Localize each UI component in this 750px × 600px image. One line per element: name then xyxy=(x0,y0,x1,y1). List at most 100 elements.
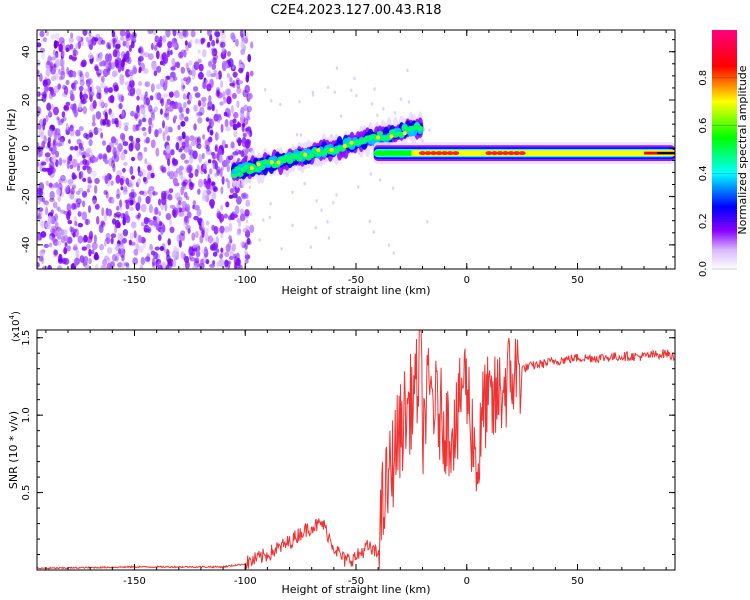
heatmap-noise-cell xyxy=(228,222,233,232)
heatmap-noise-cell xyxy=(138,119,142,127)
heatmap-noise-cell xyxy=(193,104,198,112)
heatmap-noise-cell xyxy=(47,215,52,225)
heatmap-noise-cell xyxy=(39,219,44,228)
heatmap-noise-cell xyxy=(37,59,41,67)
heatmap-noise-cell xyxy=(148,125,152,135)
heatmap-noise-cell xyxy=(177,124,181,131)
heatmap-noise-cell xyxy=(58,76,63,81)
colorbar-label: Normalized spectral amplitude xyxy=(736,65,749,234)
figure-title: C2E4.2023.127.00.43.R18 xyxy=(270,3,441,18)
heatmap-noise-cell xyxy=(201,219,205,229)
heatmap-noise-cell xyxy=(192,247,198,253)
heatmap-noise-cell xyxy=(68,178,73,187)
heatmap-noise-cell xyxy=(67,155,73,165)
heatmap-noise-cell xyxy=(88,248,92,257)
heatmap-noise-cell xyxy=(144,94,148,100)
heatmap-noise-cell xyxy=(68,154,73,162)
heatmap-noise-cell xyxy=(197,178,204,188)
heatmap-noise-cell xyxy=(129,167,133,174)
heatmap-noise-cell xyxy=(132,257,139,265)
heatmap-noise-cell xyxy=(81,211,88,221)
heatmap-noise-cell xyxy=(189,181,193,186)
heatmap-noise-cell xyxy=(169,219,173,226)
heatmap-noise-cell xyxy=(44,83,50,92)
heatmap-noise-cell xyxy=(184,159,190,164)
heatmap-noise-cell xyxy=(217,70,222,80)
heatmap-noise-cell xyxy=(245,225,250,231)
heatmap-noise-cell xyxy=(110,233,117,239)
heatmap-noise-cell xyxy=(42,122,46,131)
heatmap-noise-cell xyxy=(184,215,188,223)
heatmap-noise-cell xyxy=(106,42,111,49)
heatmap-noise-cell xyxy=(163,54,169,64)
heatmap-noise-cell xyxy=(54,52,59,59)
heatmap-noise-cell xyxy=(43,243,49,248)
heatmap-noise-cell xyxy=(220,166,225,171)
heatmap-noise-cell xyxy=(211,103,215,112)
heatmap-noise-cell xyxy=(353,76,356,81)
heatmap-noise-cell xyxy=(193,204,200,211)
heatmap-noise-cell xyxy=(74,220,78,227)
heatmap-noise-cell xyxy=(69,226,73,233)
heatmap-noise-cell xyxy=(230,141,235,149)
heatmap-noise-cell xyxy=(221,47,226,55)
heatmap-noise-cell xyxy=(163,190,170,200)
heatmap-noise-cell xyxy=(105,232,111,240)
heatmap-noise-cell xyxy=(77,222,84,228)
heatmap-noise-cell xyxy=(149,109,156,115)
heatmap-noise-cell xyxy=(201,229,205,238)
heatmap-noise-cell xyxy=(89,93,93,103)
heatmap-noise-cell xyxy=(241,33,245,42)
heatmap-noise-cell xyxy=(169,226,175,234)
heatmap-noise-cell xyxy=(65,122,69,130)
heatmap-signal-cell xyxy=(252,167,260,173)
heatmap-noise-cell xyxy=(240,240,246,247)
heatmap-noise-cell xyxy=(242,35,249,44)
heatmap-noise-cell xyxy=(125,262,130,268)
snr-y-scale-label: (x104) xyxy=(8,311,22,342)
heatmap-noise-cell xyxy=(121,237,127,244)
heatmap-noise-cell xyxy=(194,92,201,98)
heatmap-noise-cell xyxy=(231,243,237,252)
heatmap-noise-cell xyxy=(295,132,299,137)
heatmap-noise-cell xyxy=(223,111,228,117)
heatmap-y-ticks: -40 -20 0 20 40 xyxy=(21,39,675,270)
heatmap-noise-cell xyxy=(209,118,215,128)
heatmap-noise-cell xyxy=(111,218,117,225)
heatmap-noise-cell xyxy=(97,72,101,78)
heatmap-noise-cell xyxy=(207,235,213,244)
heatmap-noise-cell xyxy=(335,66,339,70)
heatmap-noise-cell xyxy=(236,252,240,260)
heatmap-noise-cell xyxy=(241,193,247,200)
heatmap-noise-cell xyxy=(99,243,105,251)
heatmap-noise-cell xyxy=(378,178,382,182)
heatmap-noise-cell xyxy=(123,262,127,267)
heatmap-noise-cell xyxy=(150,139,156,149)
heatmap-noise-cell xyxy=(132,140,137,149)
heatmap-noise-cell xyxy=(98,99,105,108)
heatmap-noise-cell xyxy=(110,237,114,245)
heatmap-noise-cell xyxy=(39,30,45,38)
heatmap-noise-cell xyxy=(116,193,120,200)
heatmap-noise-cell xyxy=(145,97,150,106)
heatmap-peak-cell xyxy=(424,151,432,156)
heatmap-noise-cell xyxy=(124,81,130,86)
heatmap-noise-cell xyxy=(202,163,207,170)
heatmap-noise-cell xyxy=(104,175,109,184)
snr-y-tick-label: 1.5 xyxy=(21,330,32,346)
heatmap-noise-cell xyxy=(205,180,211,190)
heatmap-noise-cell xyxy=(155,223,160,231)
heatmap-signal-cell xyxy=(234,166,241,171)
heatmap-noise-cell xyxy=(49,165,54,175)
heatmap-noise-cell xyxy=(206,83,212,92)
heatmap-noise-cell xyxy=(111,70,118,77)
heatmap-noise-cell xyxy=(91,121,96,127)
heatmap-noise-cell xyxy=(39,249,45,257)
heatmap-noise-cell xyxy=(37,42,42,48)
heatmap-noise-cell xyxy=(137,245,144,253)
heatmap-noise-cell xyxy=(180,207,186,213)
heatmap-noise-cell xyxy=(79,90,83,100)
heatmap-noise-cell xyxy=(180,251,185,259)
heatmap-peak-cell xyxy=(269,160,274,165)
heatmap-noise-cell xyxy=(173,115,178,120)
